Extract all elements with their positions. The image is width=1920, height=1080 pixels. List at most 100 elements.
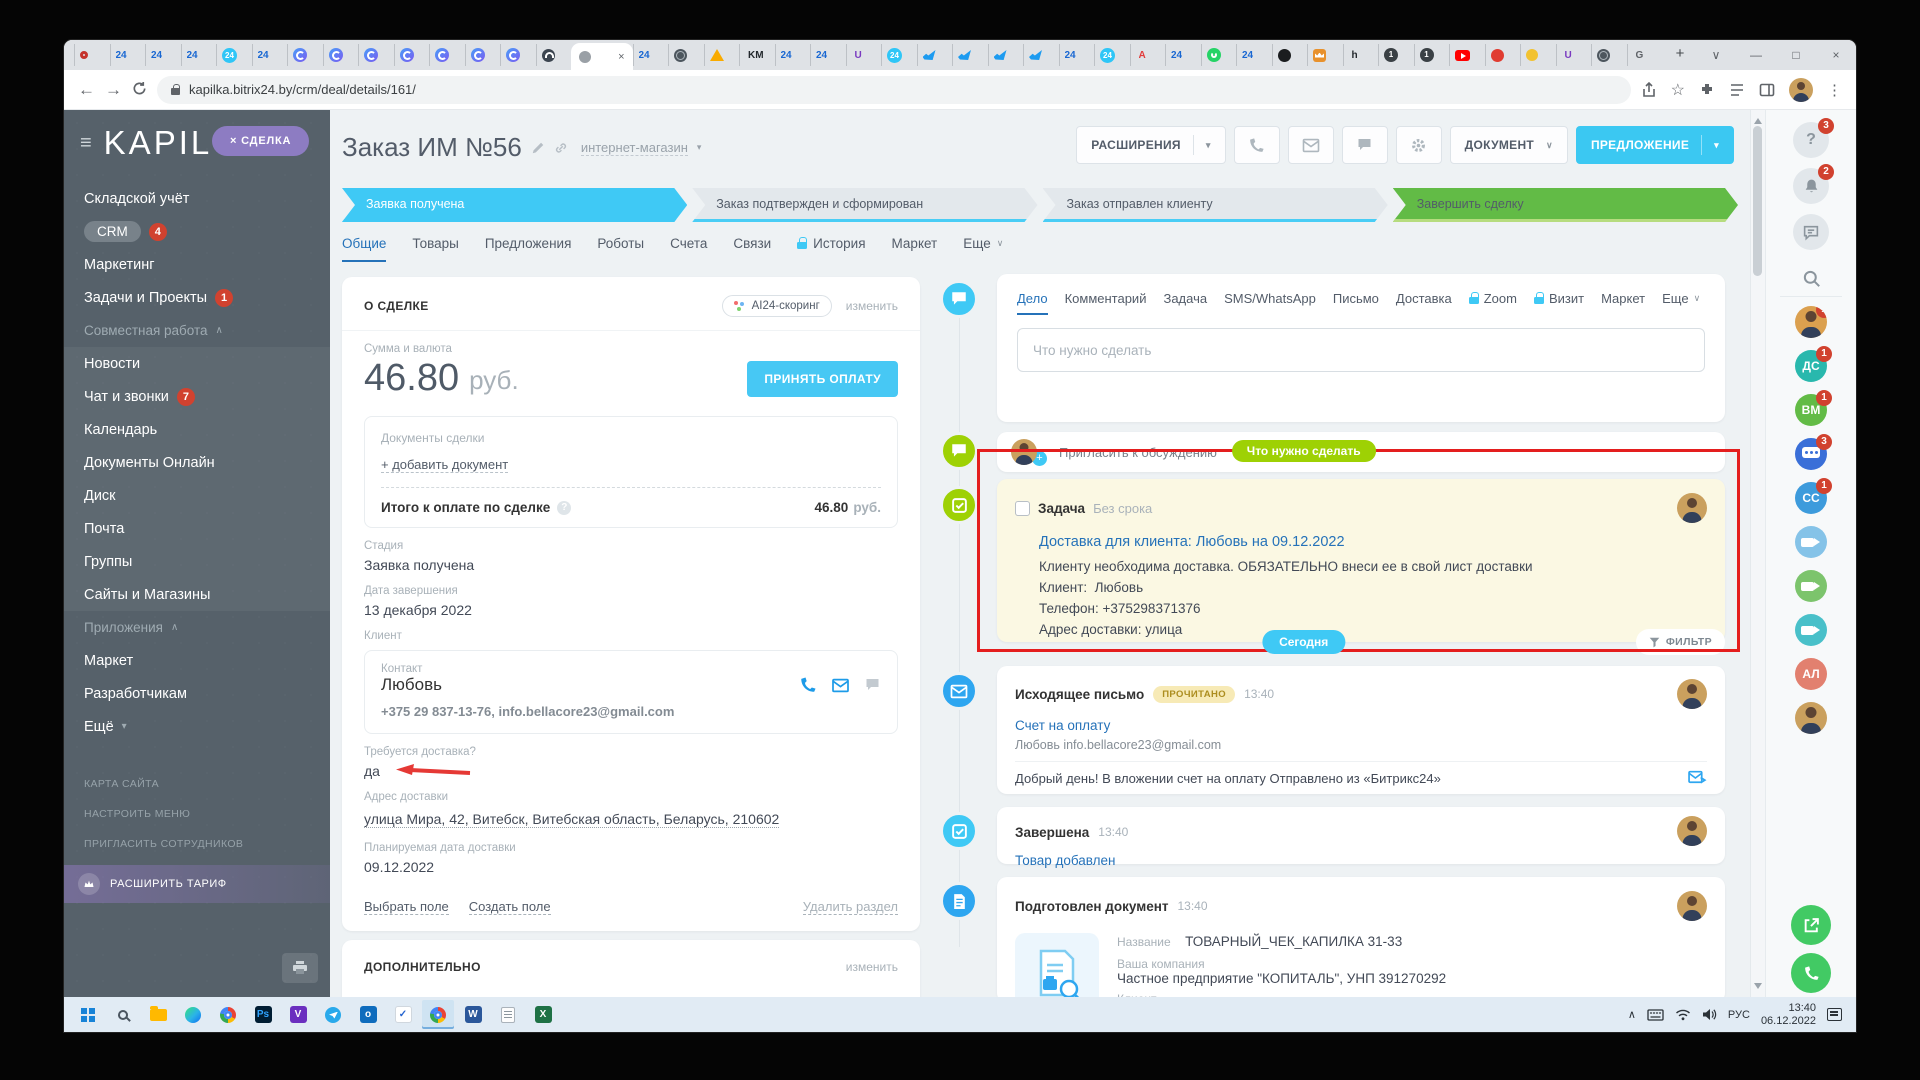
stage[interactable]: Заявка получена xyxy=(342,188,687,222)
chat-contact-icon[interactable] xyxy=(864,677,881,693)
sidebar-item[interactable]: Группы xyxy=(64,545,330,578)
sidebar-item[interactable]: Почта xyxy=(64,512,330,545)
share-icon[interactable] xyxy=(1641,81,1657,98)
accept-payment-button[interactable]: ПРИНЯТЬ ОПЛАТУ xyxy=(747,361,898,397)
sidebar-footer-link[interactable]: НАСТРОИТЬ МЕНЮ xyxy=(64,799,330,829)
browser-tab[interactable]: U xyxy=(1555,44,1592,66)
browser-tab[interactable] xyxy=(535,44,572,66)
language-indicator[interactable]: РУС xyxy=(1727,1008,1750,1021)
sidebar-item[interactable]: Новости xyxy=(64,347,330,380)
url-bar[interactable]: kapilka.bitrix24.by/crm/deal/details/161… xyxy=(157,75,1631,104)
taskbar-app-icon[interactable] xyxy=(177,1000,209,1029)
deal-tab[interactable]: Общие xyxy=(342,236,387,262)
browser-tab[interactable] xyxy=(1271,44,1308,66)
choose-field-link[interactable]: Выбрать поле xyxy=(364,899,449,916)
deal-tab-pill[interactable]: × СДЕЛКА xyxy=(212,126,310,156)
scroll-down-arrow[interactable] xyxy=(1754,983,1762,993)
taskbar-app-icon[interactable] xyxy=(492,1000,524,1029)
search-button[interactable] xyxy=(1793,260,1829,296)
chat-avatar[interactable]: ВМ 1 xyxy=(1795,390,1832,426)
taskbar-app-icon[interactable]: Ps xyxy=(247,1000,279,1029)
extensions-button[interactable]: РАСШИРЕНИЯ ▾ xyxy=(1076,126,1226,164)
taskbar-app-icon[interactable] xyxy=(317,1000,349,1029)
browser-tab[interactable] xyxy=(1484,44,1521,66)
browser-tab[interactable] xyxy=(393,44,430,66)
deal-tab[interactable]: История xyxy=(797,236,866,262)
browser-tab[interactable]: 24 xyxy=(145,44,181,66)
address-value[interactable]: улица Мира, 42, Витебск, Витебская облас… xyxy=(364,811,780,828)
browser-tab[interactable]: h xyxy=(1342,44,1379,66)
call-button[interactable] xyxy=(1233,126,1280,164)
browser-tab[interactable] xyxy=(1023,44,1059,66)
chat-avatar[interactable] xyxy=(1795,526,1827,558)
taskbar-app-icon[interactable]: W xyxy=(457,1000,489,1029)
sidebar-item[interactable]: Задачи и Проекты 1 xyxy=(64,281,330,314)
chat-avatar[interactable]: 3 xyxy=(1795,434,1832,470)
sidebar-footer-link[interactable]: КАРТА САЙТА xyxy=(64,769,330,799)
timeline-tab[interactable]: Письмо xyxy=(1333,291,1379,315)
add-document-link[interactable]: + добавить документ xyxy=(381,457,509,473)
timeline-tab[interactable]: SMS/WhatsApp xyxy=(1224,291,1316,315)
sidebar-item[interactable]: Сайты и Магазины xyxy=(64,578,330,611)
network-wifi-icon[interactable] xyxy=(1675,1009,1691,1021)
timeline-tab[interactable]: Еще ∨ xyxy=(1662,291,1700,315)
edit-section-link[interactable]: изменить xyxy=(845,299,898,313)
document-preview-icon[interactable] xyxy=(1015,933,1099,1003)
volume-icon[interactable] xyxy=(1702,1008,1717,1021)
minimize-button[interactable]: — xyxy=(1750,48,1762,62)
browser-tab[interactable] xyxy=(322,44,359,66)
deal-tab[interactable]: Маркет xyxy=(892,236,938,262)
clock[interactable]: 13:40 06.12.2022 xyxy=(1761,1002,1816,1028)
taskbar-app-icon[interactable] xyxy=(212,1000,244,1029)
reload-icon[interactable] xyxy=(132,81,147,99)
browser-tab[interactable] xyxy=(464,44,501,66)
bookmark-star-icon[interactable]: ☆ xyxy=(1670,81,1685,99)
browser-tab[interactable]: 24 xyxy=(1165,44,1201,66)
chat-avatar[interactable]: 1 xyxy=(1795,306,1827,338)
chat-panel-button[interactable] xyxy=(1793,214,1829,250)
taskbar-app-icon[interactable]: ✓ xyxy=(387,1000,419,1029)
taskbar-app-icon[interactable] xyxy=(142,1000,174,1029)
avatar[interactable] xyxy=(1677,891,1707,921)
stage-field-value[interactable]: Заявка получена xyxy=(364,557,475,573)
email-contact-icon[interactable] xyxy=(831,678,850,693)
browser-tab[interactable] xyxy=(916,44,953,66)
avatar[interactable] xyxy=(1677,816,1707,846)
sidebar-item[interactable]: Складской учёт xyxy=(64,182,330,215)
action-center-icon[interactable] xyxy=(1827,1008,1842,1021)
browser-tab[interactable]: 24 xyxy=(251,44,288,66)
delivery-question-value[interactable]: да xyxy=(364,763,898,779)
export-action-button[interactable] xyxy=(1791,905,1831,945)
browser-tab[interactable] xyxy=(987,44,1024,66)
secure-lock-icon[interactable] xyxy=(171,84,180,95)
browser-tab[interactable]: 24 xyxy=(109,44,146,66)
browser-tab[interactable]: 1 xyxy=(1378,44,1414,66)
browser-tab[interactable]: KM xyxy=(739,44,775,66)
contact-details[interactable]: +375 29 837-13-76, info.bellacore23@gmai… xyxy=(381,704,675,719)
task-checkbox[interactable] xyxy=(1015,500,1030,516)
todo-input[interactable] xyxy=(1017,328,1705,372)
call-action-button[interactable] xyxy=(1791,953,1831,993)
browser-tab[interactable]: 24 xyxy=(180,44,217,66)
document-name-value[interactable]: ТОВАРНЫЙ_ЧЕК_КАПИЛКА 31-33 xyxy=(1185,934,1403,949)
sidebar-item[interactable]: Приложения ∧ xyxy=(64,611,330,644)
sidebar-item[interactable]: Диск xyxy=(64,479,330,512)
taskbar-app-icon[interactable]: V xyxy=(282,1000,314,1029)
edit-title-pencil-icon[interactable] xyxy=(531,141,545,155)
filter-button[interactable]: ФИЛЬТР xyxy=(1635,629,1725,655)
sidebar-item[interactable]: Разработчикам xyxy=(64,677,330,710)
browser-tab[interactable]: 1 xyxy=(1413,44,1450,66)
today-divider-pill[interactable]: Сегодня xyxy=(1262,630,1346,654)
chevron-down-icon[interactable]: ▾ xyxy=(1205,139,1211,150)
chat-avatar[interactable] xyxy=(1795,614,1827,646)
browser-tab[interactable]: × xyxy=(571,43,633,70)
browser-tab[interactable] xyxy=(500,44,536,66)
stage[interactable]: Заказ отправлен клиенту xyxy=(1043,188,1388,222)
close-date-value[interactable]: 13 декабря 2022 xyxy=(364,602,472,618)
portal-logo[interactable]: KAPIL xyxy=(103,124,213,161)
browser-tab[interactable] xyxy=(287,44,323,66)
url-text[interactable]: kapilka.bitrix24.by/crm/deal/details/161… xyxy=(189,82,416,97)
planned-date-value[interactable]: 09.12.2022 xyxy=(364,859,435,876)
call-contact-icon[interactable] xyxy=(799,676,817,694)
printer-icon[interactable] xyxy=(282,953,318,983)
